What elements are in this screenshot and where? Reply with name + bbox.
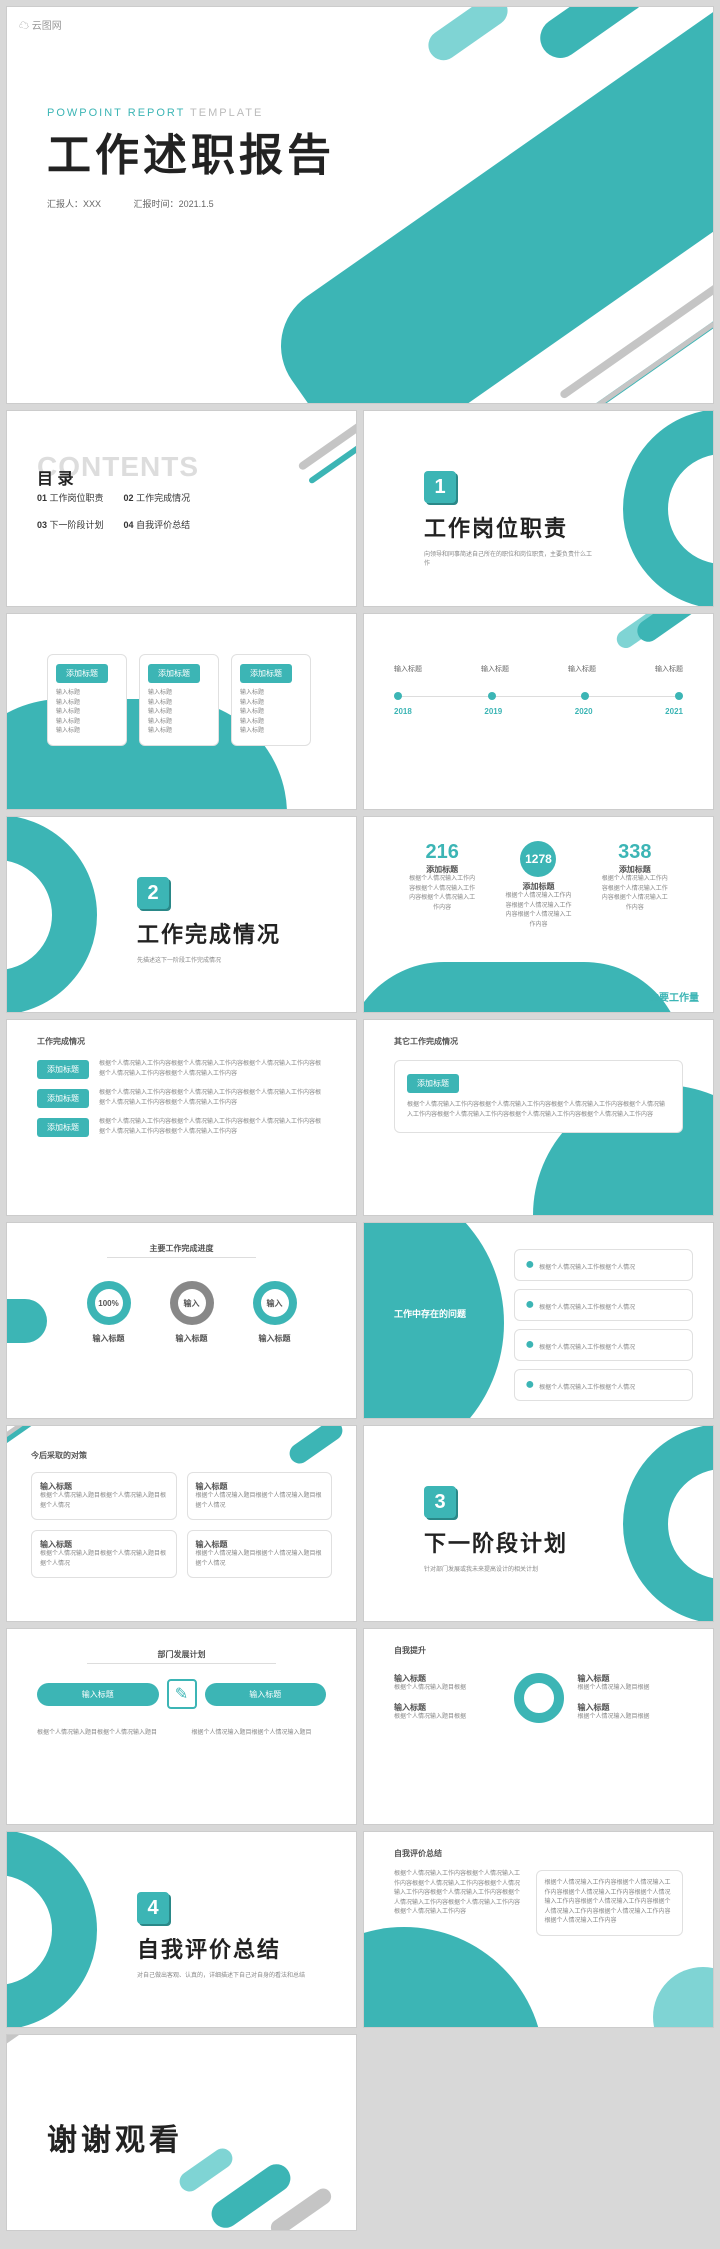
list-item: ● 根据个人情况输入工作根据个人情况 xyxy=(514,1249,693,1281)
thanks-title: 谢谢观看 xyxy=(47,2115,183,2159)
cell: 输入标题根据个人情况输入题目根据个人情况输入题目根据个人情况 xyxy=(187,1472,333,1520)
section-desc: 先描述这下一阶段工作完成情况 xyxy=(137,955,281,964)
stat: 338添加标题根据个人情况输入工作内容根据个人情况输入工作内容根据个人情况输入工… xyxy=(600,841,670,930)
s2a-slide: 216添加标题根据个人情况输入工作内容根据个人情况输入工作内容根据个人情况输入工… xyxy=(363,816,714,1013)
section-title: 工作完成情况 xyxy=(137,917,281,949)
section-number: 3 xyxy=(424,1486,456,1518)
slide-heading: 自我提升 xyxy=(394,1645,426,1656)
section-desc: 对自己做出客观、认真的，详细描述下自己对自身的看法和总结 xyxy=(137,1970,305,1979)
section1-title-slide: 1 工作岗位职责 向领导和同事简述自己所在的职位和岗位职责，主要负责什么工作 xyxy=(363,410,714,607)
list-item: ● 根据个人情况输入工作根据个人情况 xyxy=(514,1369,693,1401)
stat: 1278添加标题根据个人情况输入工作内容根据个人情况输入工作内容根据个人情况输入… xyxy=(503,841,573,930)
thanks-slide: 谢谢观看 xyxy=(6,2034,357,2231)
cell: 输入标题根据个人情况输入题目根据个人情况输入题目根据个人情况 xyxy=(31,1530,177,1578)
section-desc: 向领导和同事简述自己所在的职位和岗位职责，主要负责什么工作 xyxy=(424,549,594,567)
section-title: 工作岗位职责 xyxy=(424,511,594,543)
s3b-slide: 自我提升 输入标题根据个人情况输入题目根据 输入标题根据个人情况输入题目根据 输… xyxy=(363,1628,714,1825)
donut-stat: 输入输入标题 xyxy=(170,1281,214,1344)
cover-slide: ☁ 云图网 POWPOINT REPORT TEMPLATE 工作述职报告 汇报… xyxy=(6,6,714,404)
list-item: ● 根据个人情况输入工作根据个人情况 xyxy=(514,1329,693,1361)
card: 添加标题 输入标题输入标题输入标题输入标题输入标题 xyxy=(139,654,219,746)
section3-title-slide: 3 下一阶段计划 针对部门发展或我未来提高设计的相关计划 xyxy=(363,1425,714,1622)
list-item: ● 根据个人情况输入工作根据个人情况 xyxy=(514,1289,693,1321)
card: 添加标题 输入标题输入标题输入标题输入标题输入标题 xyxy=(231,654,311,746)
cover-subtitle: POWPOINT REPORT TEMPLATE xyxy=(47,107,335,119)
s2c-slide: 其它工作完成情况 添加标题 根据个人情况输入工作内容根据个人情况输入工作内容根据… xyxy=(363,1019,714,1216)
toc-item: 04 自我评价总结 xyxy=(124,518,191,531)
s1b-slide: 输入标题输入标题输入标题输入标题 2018201920202021 xyxy=(363,613,714,810)
section-number: 2 xyxy=(137,877,169,909)
section2-title-slide: 2 工作完成情况 先描述这下一阶段工作完成情况 xyxy=(6,816,357,1013)
section4-title-slide: 4 自我评价总结 对自己做出客观、认真的，详细描述下自己对自身的看法和总结 xyxy=(6,1831,357,2028)
pill-label: 输入标题 xyxy=(205,1683,327,1706)
toc-item: 03 下一阶段计划 xyxy=(37,518,104,531)
section-number: 4 xyxy=(137,1892,169,1924)
stat: 216添加标题根据个人情况输入工作内容根据个人情况输入工作内容根据个人情况输入工… xyxy=(407,841,477,930)
cover-meta: 汇报人：XXX 汇报时间：2021.1.5 xyxy=(47,197,335,210)
s1a-slide: 工作岗位职责 添加标题 输入标题输入标题输入标题输入标题输入标题 添加标题 输入… xyxy=(6,613,357,810)
slide-heading: 自我评价总结 xyxy=(394,1848,442,1859)
donut-stat: 100%输入标题 xyxy=(87,1281,131,1344)
slide-heading: 工作完成情况 xyxy=(37,1036,85,1047)
slide-heading: 主要工作完成进度 xyxy=(7,1243,356,1254)
slide-heading: 工作岗位职责 xyxy=(31,630,79,641)
s2b-slide: 工作完成情况 添加标题根据个人情况输入工作内容根据个人情况输入工作内容根据个人情… xyxy=(6,1019,357,1216)
card: 添加标题 输入标题输入标题输入标题输入标题输入标题 xyxy=(47,654,127,746)
s4a-slide: 自我评价总结 根据个人情况输入工作内容根据个人情况输入工作内容根据个人情况输入工… xyxy=(363,1831,714,2028)
toc-item: 01 工作岗位职责 xyxy=(37,491,104,504)
section-title: 下一阶段计划 xyxy=(424,1526,568,1558)
slide-heading: 部门发展计划 xyxy=(7,1649,356,1660)
cover-title: 工作述职报告 xyxy=(47,119,335,183)
donut-stat: 输入输入标题 xyxy=(253,1281,297,1344)
slide-heading: 工作中存在的问题 xyxy=(394,1307,466,1320)
s3a-slide: 部门发展计划 输入标题 ✎ 输入标题 根据个人情况输入题目根据个人情况输入题目 … xyxy=(6,1628,357,1825)
s2e-slide: 工作中存在的问题 ● 根据个人情况输入工作根据个人情况 ● 根据个人情况输入工作… xyxy=(363,1222,714,1419)
center-ring-icon xyxy=(514,1673,564,1723)
section-title: 自我评价总结 xyxy=(137,1932,305,1964)
cell: 输入标题根据个人情况输入题目根据个人情况输入题目根据个人情况 xyxy=(187,1530,333,1578)
slide-heading: 其它工作完成情况 xyxy=(394,1036,458,1047)
section-number: 1 xyxy=(424,471,456,503)
section-desc: 针对部门发展或我未来提高设计的相关计划 xyxy=(424,1564,568,1573)
logo: ☁ 云图网 xyxy=(19,17,62,32)
cell: 输入标题根据个人情况输入题目根据个人情况输入题目根据个人情况 xyxy=(31,1472,177,1520)
toc-item: 02 工作完成情况 xyxy=(124,491,191,504)
pill-label: 输入标题 xyxy=(37,1683,159,1706)
s2d-slide: 主要工作完成进度 100%输入标题 输入输入标题 输入输入标题 xyxy=(6,1222,357,1419)
contents-slide: CONTENTS 目 录 01 工作岗位职责 02 工作完成情况 03 下一阶段… xyxy=(6,410,357,607)
footer-label: 主要工作量 xyxy=(649,989,699,1004)
edit-icon: ✎ xyxy=(167,1679,197,1709)
s2f-slide: 今后采取的对策 输入标题根据个人情况输入题目根据个人情况输入题目根据个人情况 输… xyxy=(6,1425,357,1622)
slide-heading: 今后采取的对策 xyxy=(31,1450,87,1461)
